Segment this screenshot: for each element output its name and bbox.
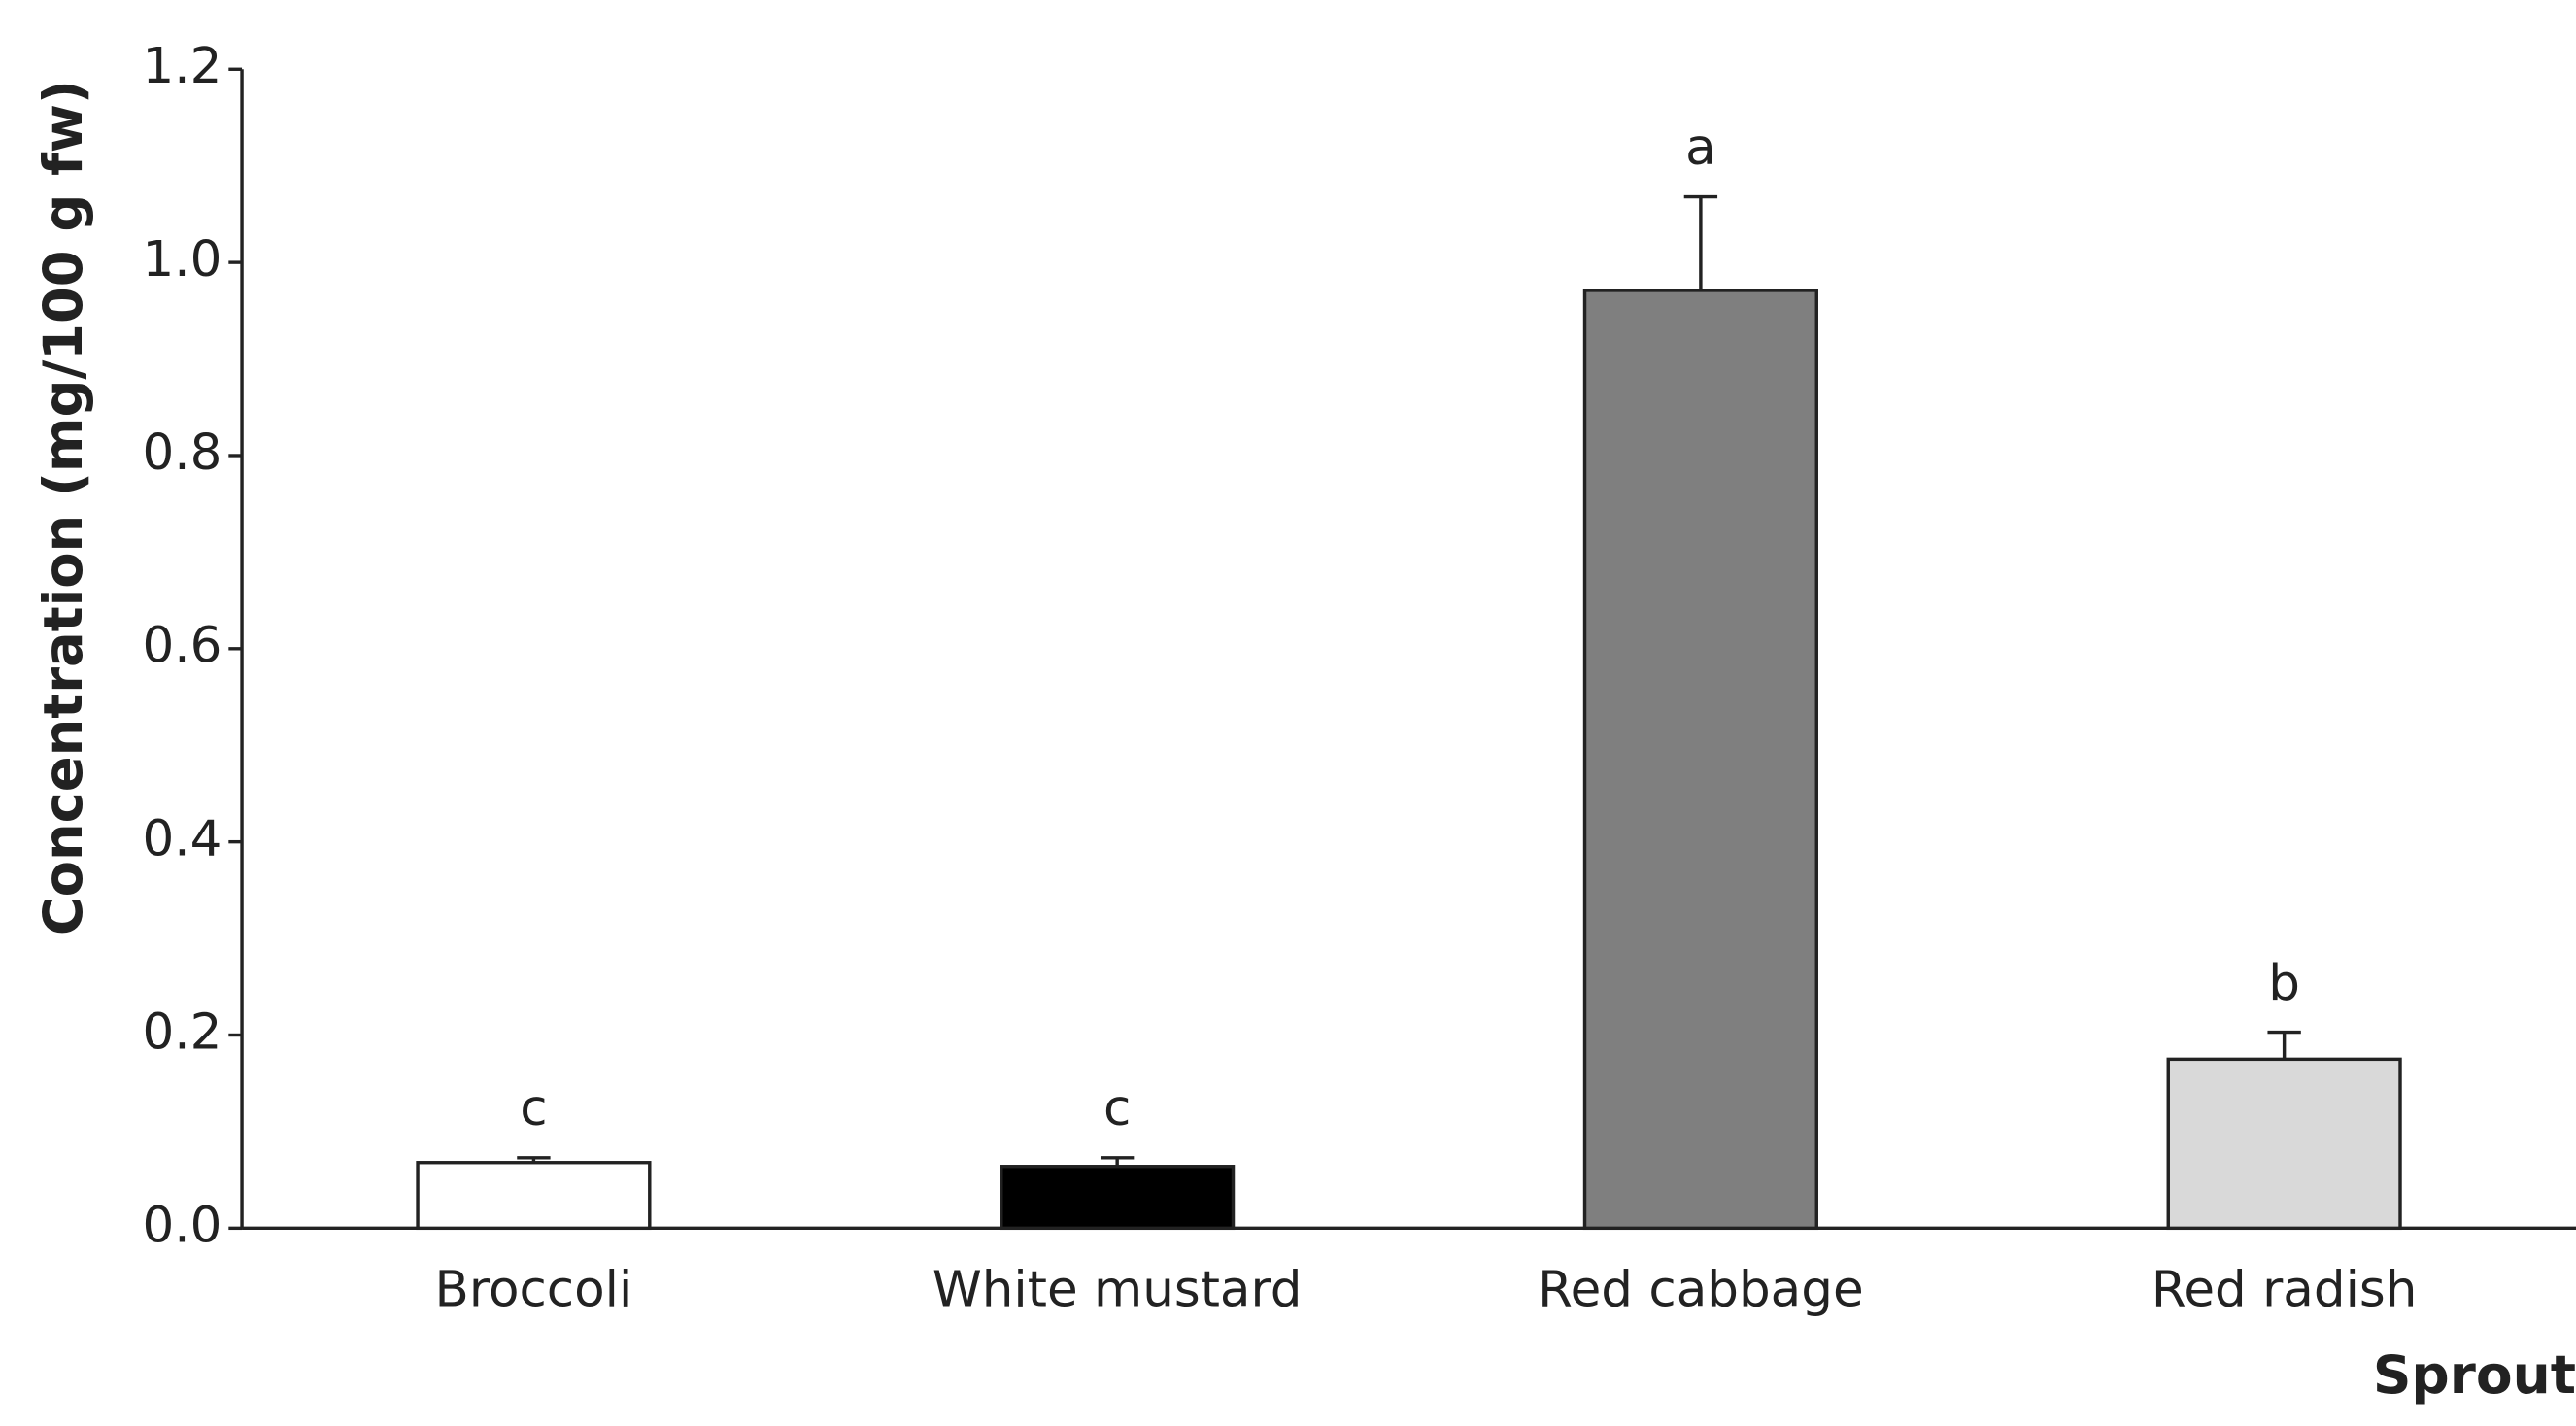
y-tick-label: 0.2: [142, 1003, 221, 1062]
significance-label: b: [2268, 954, 2300, 1012]
x-tick-label: White mustard: [932, 1261, 1303, 1319]
significance-label: c: [1103, 1079, 1131, 1137]
y-tick-label: 0.0: [142, 1197, 221, 1255]
x-tick-label: Broccoli: [435, 1261, 633, 1319]
y-tick-label: 0.6: [142, 617, 221, 675]
significance-label: c: [520, 1079, 547, 1137]
y-tick-label: 1.2: [142, 37, 221, 95]
bar: [416, 1161, 652, 1231]
bar: [2166, 1057, 2402, 1231]
bar: [1582, 289, 1818, 1231]
x-axis-title: Sprout: [2373, 1343, 2576, 1406]
y-tick-label: 0.4: [142, 810, 221, 868]
x-tick-label: Red cabbage: [1538, 1261, 1864, 1319]
y-tick-label: 0.8: [142, 424, 221, 482]
y-axis-title: Concentration (mg/100 g fw): [32, 80, 94, 935]
significance-label: a: [1685, 119, 1716, 177]
x-tick-label: Red radish: [2152, 1261, 2418, 1319]
y-tick-label: 1.0: [142, 230, 221, 289]
bar: [1000, 1165, 1236, 1231]
